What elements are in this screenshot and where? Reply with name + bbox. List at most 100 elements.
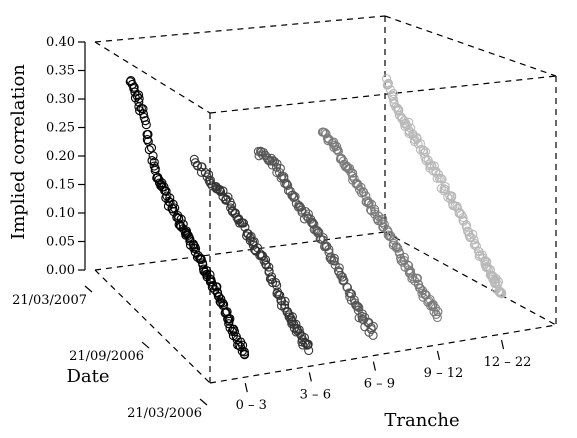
date-tick-mark <box>141 341 150 349</box>
data-point <box>458 216 469 226</box>
tranche-axis-title: Tranche <box>384 410 459 431</box>
data-point <box>294 200 304 210</box>
tranche-axis: 0 – 3 3 – 6 6 – 9 9 – 12 12 – 22 <box>236 339 532 413</box>
data-point <box>439 184 449 194</box>
data-point <box>129 84 139 94</box>
date-tick-label: 21/03/2006 <box>127 406 202 421</box>
data-point <box>142 135 152 145</box>
data-point <box>482 261 492 271</box>
data-point <box>284 312 294 322</box>
data-point <box>207 181 217 191</box>
date-tick-label: 21/09/2006 <box>69 349 144 364</box>
data-point <box>474 251 484 261</box>
data-point <box>248 240 258 250</box>
data-point <box>491 284 501 294</box>
date-tick-label: 21/03/2007 <box>12 293 87 308</box>
data-point <box>264 262 274 272</box>
data-point <box>297 335 308 345</box>
data-point <box>283 180 293 190</box>
data-point <box>212 287 223 297</box>
data-point <box>410 276 420 286</box>
data-point <box>323 136 333 146</box>
tranche-tick-mark <box>244 382 248 393</box>
data-point <box>276 301 287 311</box>
data-point <box>342 283 353 293</box>
data-point <box>125 77 135 87</box>
bounding-box <box>94 15 557 384</box>
date-axis: 21/03/2006 21/09/2006 21/03/2007 <box>12 285 208 421</box>
data-point <box>295 328 305 338</box>
data-point <box>364 327 374 337</box>
data-point <box>205 175 215 185</box>
data-point <box>192 160 202 170</box>
z-tick-label: 0.35 <box>46 64 75 79</box>
series-tranche-3 <box>317 127 443 323</box>
data-point <box>366 205 376 215</box>
box-edge-top-left <box>94 41 211 114</box>
data-point <box>272 287 283 297</box>
data-point <box>361 197 371 207</box>
data-point <box>324 247 334 257</box>
data-point <box>474 247 484 257</box>
data-point <box>325 253 335 263</box>
data-point <box>469 235 479 245</box>
data-point <box>445 194 456 204</box>
data-point <box>202 269 212 279</box>
data-point <box>180 228 191 238</box>
data-point <box>373 216 383 226</box>
data-point <box>254 151 264 161</box>
data-point <box>338 156 348 166</box>
data-point <box>216 298 226 308</box>
data-point <box>383 230 393 240</box>
data-point <box>154 178 165 188</box>
data-point <box>272 167 282 178</box>
z-axis-title: Implied correlation <box>8 64 29 240</box>
data-point <box>196 162 207 172</box>
z-tick-label: 0.30 <box>46 92 75 107</box>
date-tick-mark <box>84 285 93 293</box>
data-point <box>253 146 263 156</box>
data-point <box>229 324 239 334</box>
data-point <box>135 106 145 116</box>
z-tick-label: 0.40 <box>46 35 75 50</box>
data-point <box>344 288 354 298</box>
data-point <box>277 296 287 306</box>
data-point <box>144 145 154 155</box>
data-point <box>320 242 330 252</box>
z-tick-label: 0.15 <box>46 178 75 193</box>
data-point <box>210 285 220 295</box>
data-point <box>418 292 428 302</box>
box-edge-floor-left <box>94 269 211 384</box>
data-point <box>267 272 277 282</box>
data-point <box>494 286 504 296</box>
data-points <box>125 74 507 360</box>
data-point <box>126 76 136 86</box>
data-point <box>432 173 442 183</box>
tranche-tick-label: 12 – 22 <box>484 355 532 370</box>
tranche-tick-label: 0 – 3 <box>236 398 267 413</box>
data-point <box>134 93 144 104</box>
data-point <box>315 234 325 244</box>
tranche-tick-mark <box>436 350 441 361</box>
data-point <box>127 79 137 89</box>
series-tranche-4 <box>381 74 507 299</box>
series-tranche-1 <box>189 154 314 356</box>
data-point <box>234 340 244 350</box>
data-point <box>462 226 473 236</box>
date-axis-title: Date <box>66 366 109 387</box>
data-point <box>324 134 334 144</box>
data-point <box>497 289 507 299</box>
data-point <box>387 90 397 100</box>
data-point <box>384 231 394 241</box>
data-point <box>223 314 233 324</box>
data-point <box>198 264 209 274</box>
data-point <box>415 145 426 155</box>
data-point <box>490 278 500 288</box>
data-point <box>289 323 299 333</box>
data-point <box>370 207 380 217</box>
data-point <box>383 78 393 88</box>
data-point <box>366 206 376 216</box>
data-point <box>143 136 153 146</box>
tranche-tick-mark <box>500 339 505 350</box>
data-point <box>223 192 233 202</box>
